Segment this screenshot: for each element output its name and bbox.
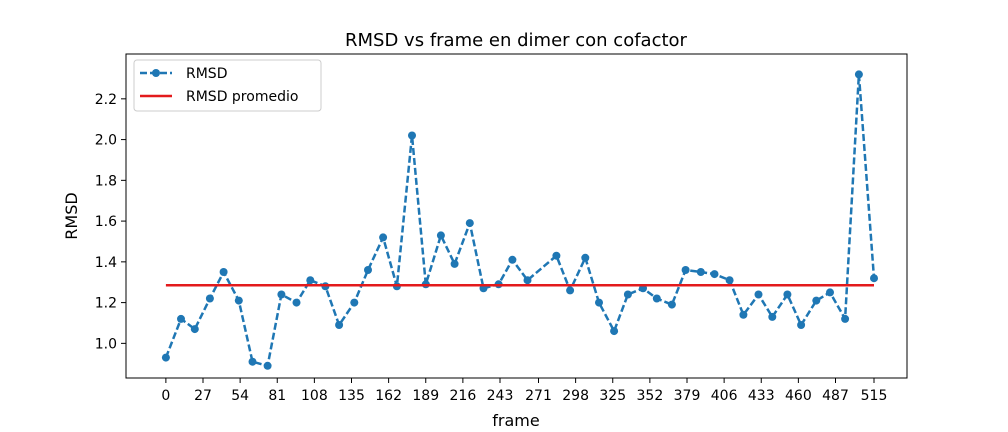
rmsd-data-point [364, 266, 372, 274]
y-axis-label: RMSD [62, 192, 81, 239]
rmsd-data-point [292, 298, 301, 307]
rmsd-data-point [436, 231, 445, 240]
x-tick-label: 162 [375, 388, 402, 404]
rmsd-data-point [854, 70, 863, 79]
x-tick-label: 108 [301, 388, 328, 404]
legend-rmsd-label: RMSD [186, 66, 227, 82]
rmsd-data-point [739, 310, 748, 319]
x-tick-label: 406 [711, 388, 738, 404]
x-tick-label: 216 [450, 388, 477, 404]
rmsd-data-point [870, 274, 878, 283]
y-tick-label: 1.2 [95, 296, 117, 312]
rmsd-data-point [725, 276, 734, 285]
x-tick-label: 487 [822, 388, 849, 404]
legend-box [133, 59, 322, 112]
legend-mean-label: RMSD promedio [186, 89, 298, 105]
rmsd-data-point [465, 219, 474, 228]
y-tick-label: 1.8 [95, 173, 117, 189]
y-tick-label: 2.0 [95, 133, 117, 149]
x-tick-label: 271 [525, 388, 552, 404]
rmsd-data-point [379, 233, 388, 242]
rmsd-data-point [754, 290, 763, 299]
rmsd-data-point [783, 290, 792, 299]
x-tick-label: 515 [861, 388, 888, 404]
rmsd-data-point [234, 296, 243, 305]
x-tick-label: 433 [748, 388, 775, 404]
rmsd-data-point [350, 298, 359, 307]
rmsd-data-point [667, 300, 676, 309]
legend: RMSD RMSD promedio [133, 59, 322, 112]
y-tick-label: 2.2 [95, 92, 117, 108]
legend-rmsd-marker [152, 69, 160, 77]
rmsd-data-point [508, 255, 517, 264]
chart-title: RMSD vs frame en dimer con cofactor [345, 30, 688, 51]
rmsd-data-point [652, 294, 661, 303]
rmsd-data-point [306, 276, 315, 285]
rmsd-data-point [710, 270, 719, 279]
rmsd-data-point [219, 268, 228, 276]
rmsd-data-point [205, 294, 214, 303]
rmsd-data-point [248, 357, 257, 366]
plot-series [161, 70, 878, 370]
x-axis-label: frame [492, 411, 539, 430]
x-tick-label: 81 [268, 388, 286, 404]
y-axis-ticks: 1.0 1.2 1.4 1.6 1.8 2.0 2.2 [95, 92, 126, 352]
rmsd-data-point [841, 314, 850, 323]
x-tick-label: 0 [161, 388, 170, 404]
x-tick-label: 298 [562, 388, 589, 404]
rmsd-data-point [681, 266, 690, 274]
x-tick-label: 27 [194, 388, 212, 404]
rmsd-data-point [263, 361, 272, 370]
x-tick-label: 135 [338, 388, 365, 404]
plot-area-frame [125, 53, 908, 379]
x-tick-label: 379 [674, 388, 701, 404]
rmsd-data-point [177, 314, 185, 323]
rmsd-data-point [623, 290, 632, 299]
rmsd-data-point [610, 327, 619, 336]
y-tick-label: 1.6 [95, 214, 117, 230]
y-tick-label: 1.0 [95, 336, 117, 352]
rmsd-data-point [812, 296, 821, 305]
rmsd-series-line [164, 73, 876, 368]
rmsd-data-point [190, 325, 199, 334]
x-tick-label: 54 [231, 388, 249, 404]
x-tick-label: 325 [599, 388, 626, 404]
x-axis-ticks: 0 27 54 81 108 135 162 189 216 243 271 298 325 352 379… [161, 378, 887, 404]
rmsd-data-point [595, 298, 603, 307]
rmsd-data-point [408, 131, 416, 140]
x-tick-label: 460 [785, 388, 812, 404]
rmsd-data-point [450, 259, 459, 268]
x-tick-label: 352 [637, 388, 664, 404]
rmsd-data-point [797, 321, 806, 329]
rmsd-data-point [335, 321, 344, 329]
x-tick-label: 189 [412, 388, 439, 404]
rmsd-data-point [523, 276, 532, 285]
x-tick-label: 243 [487, 388, 514, 404]
rmsd-data-point [826, 288, 834, 297]
rmsd-data-point [277, 290, 286, 299]
rmsd-data-point [161, 353, 170, 362]
rmsd-data-point [768, 312, 777, 321]
rmsd-data-point [552, 251, 561, 260]
rmsd-data-point [696, 268, 705, 276]
y-tick-label: 1.4 [95, 255, 117, 271]
rmsd-data-point [581, 253, 590, 262]
rmsd-data-point [566, 286, 575, 295]
